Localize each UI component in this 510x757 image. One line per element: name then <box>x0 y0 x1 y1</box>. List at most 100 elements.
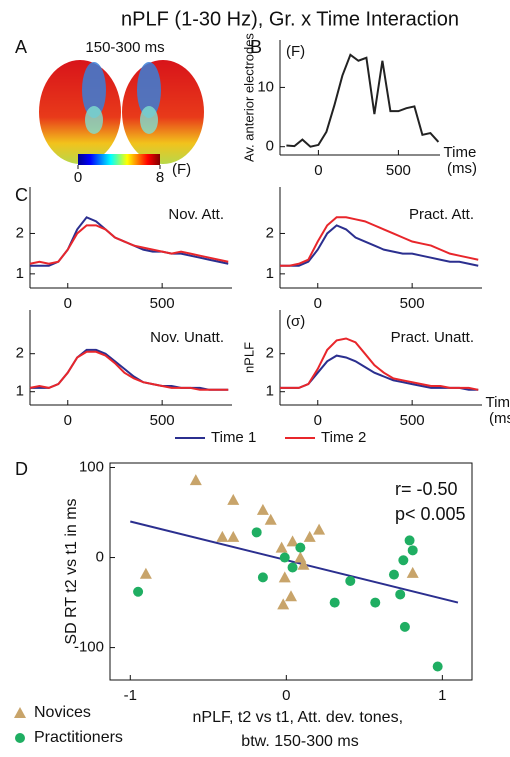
series-line <box>29 350 229 391</box>
x-tick-label: 0 <box>314 162 322 179</box>
y-tick-label: 2 <box>266 224 274 241</box>
y-tick-label: 1 <box>266 265 274 282</box>
circle-point <box>257 572 268 583</box>
plot-frame <box>109 462 473 681</box>
colorbar-tick-label: 8 <box>156 169 164 186</box>
panel-letter: C <box>15 185 28 205</box>
y-tick-label: 1 <box>16 383 24 400</box>
x-tick-label: 0 <box>282 687 290 704</box>
circle-point <box>345 575 356 586</box>
panel-title: Pract. Unatt. <box>391 329 474 346</box>
x-tick-label: 0 <box>314 412 322 429</box>
y-tick-label: -100 <box>74 639 104 656</box>
head-map-cyan <box>140 106 158 134</box>
triangle-point <box>297 558 310 570</box>
circle-point <box>287 562 298 573</box>
triangle-point <box>256 503 269 515</box>
circle-point <box>407 545 418 556</box>
y-tick-label: 0 <box>266 138 274 155</box>
y-tick-label: 1 <box>16 265 24 282</box>
series-line <box>280 354 479 391</box>
triangle-point <box>275 541 288 553</box>
y-tick-label: 100 <box>79 458 104 475</box>
x-tick-label: 0 <box>64 295 72 312</box>
panel-title: 150-300 ms <box>85 39 164 56</box>
head-map <box>122 60 204 164</box>
triangle-point <box>303 530 316 542</box>
y-tick-label: 0 <box>96 549 104 566</box>
circle-point <box>399 621 410 632</box>
circle-point <box>329 597 340 608</box>
legend-swatch <box>14 707 26 718</box>
triangle-point <box>264 513 277 525</box>
triangle-point <box>406 566 419 578</box>
series-line <box>280 224 479 267</box>
figure-title: nPLF (1-30 Hz), Gr. x Time Interaction <box>121 8 459 30</box>
panel-title: Pract. Att. <box>409 206 474 223</box>
panel-letter: D <box>15 459 28 479</box>
legend-label: Novices <box>34 704 91 721</box>
colorbar <box>78 154 160 165</box>
x-axis-label: Time (ms) <box>444 144 481 177</box>
triangle-point <box>286 535 299 547</box>
series-line <box>29 224 229 265</box>
series-line <box>280 216 479 267</box>
circle-point <box>295 542 306 553</box>
y-axis-label: nPLF <box>241 342 256 373</box>
triangle-point <box>277 598 290 610</box>
circle-point <box>388 569 399 580</box>
triangle-point <box>294 551 307 563</box>
legend-label: Time 1 <box>211 429 256 446</box>
annotation: p< 0.005 <box>395 504 466 524</box>
panel-title: Nov. Unatt. <box>150 329 224 346</box>
x-tick-label: -1 <box>124 687 137 704</box>
head-map-blue <box>82 62 106 118</box>
y-tick-label: 2 <box>16 345 24 362</box>
y-tick-label: 10 <box>257 78 274 95</box>
circle-point <box>395 589 406 600</box>
fit-line <box>130 520 459 604</box>
x-tick-label: 500 <box>150 295 175 312</box>
triangle-point <box>278 571 291 583</box>
colorbar-tick-label: 0 <box>74 169 82 186</box>
triangle-point <box>313 523 326 535</box>
legend-label: Practitioners <box>34 729 123 746</box>
annotation: (σ) <box>286 313 305 330</box>
triangle-point <box>189 474 202 486</box>
y-tick-label: 2 <box>266 345 274 362</box>
panel-title: Nov. Att. <box>168 206 224 223</box>
triangle-point <box>227 530 240 542</box>
series-line <box>286 53 440 148</box>
colorbar-label: (F) <box>172 161 191 178</box>
legend-swatch <box>15 733 25 743</box>
y-tick-label: 1 <box>266 383 274 400</box>
panel-letter: A <box>15 37 27 57</box>
triangle-point <box>216 530 229 542</box>
x-axis-label: Time (ms) <box>486 394 510 427</box>
circle-point <box>398 555 409 566</box>
x-tick-label: 1 <box>438 687 446 704</box>
triangle-point <box>227 493 240 505</box>
circle-point <box>279 552 290 563</box>
y-axis-label: Av. anterior electrodes <box>241 33 256 162</box>
x-axis-label: nPLF, t2 vs t1, Att. dev. tones, btw. 15… <box>193 709 408 750</box>
x-tick-label: 500 <box>400 412 425 429</box>
head-map-cyan <box>85 106 103 134</box>
y-tick-label: 2 <box>16 224 24 241</box>
annotation: (F) <box>286 43 305 60</box>
x-tick-label: 0 <box>64 412 72 429</box>
circle-point <box>404 535 415 546</box>
circle-point <box>370 597 381 608</box>
legend-label: Time 2 <box>321 429 366 446</box>
annotation: r= -0.50 <box>395 479 458 499</box>
triangle-point <box>139 567 152 579</box>
y-axis-label: SD RT t2 vs t1 in ms <box>63 498 80 644</box>
circle-point <box>251 527 262 538</box>
head-map-blue <box>137 62 161 118</box>
x-tick-label: 500 <box>386 162 411 179</box>
head-map <box>39 60 121 164</box>
panel-letter: B <box>250 37 262 57</box>
triangle-point <box>285 590 297 602</box>
